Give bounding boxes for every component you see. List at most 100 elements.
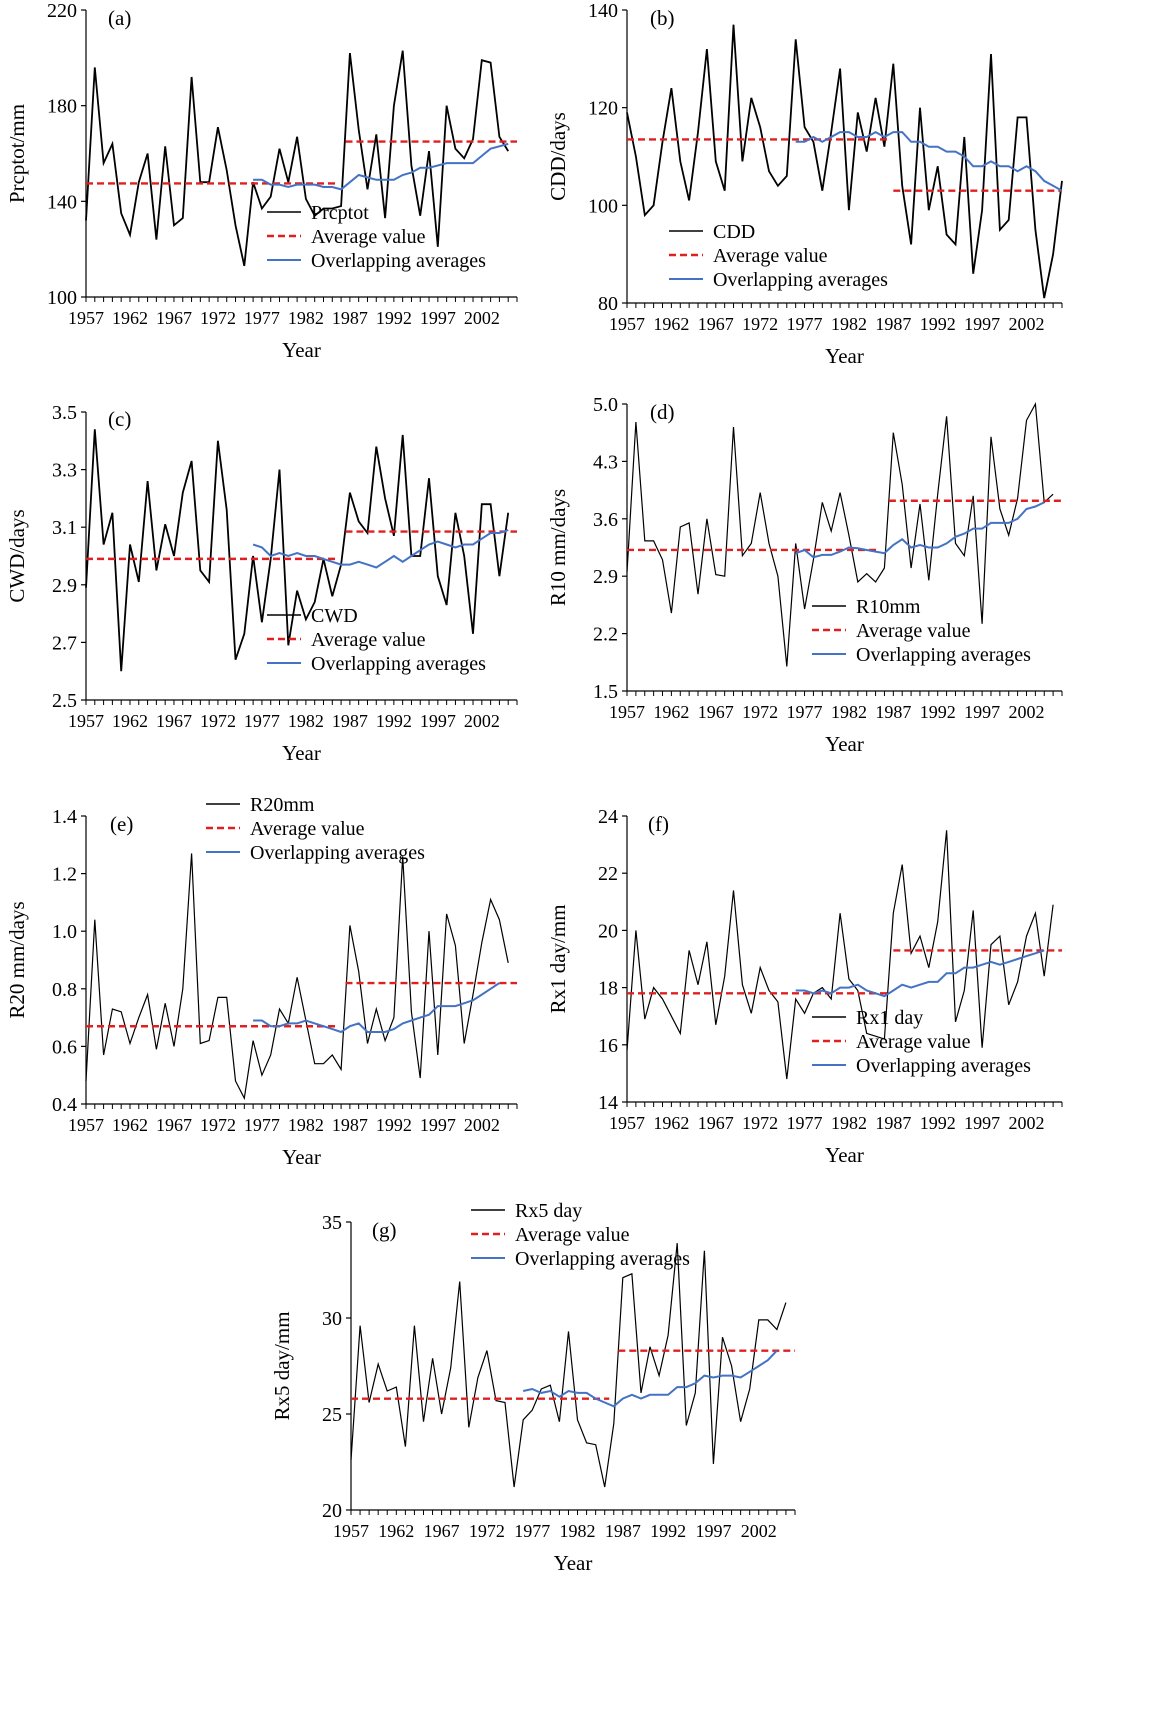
y-tick-label: 4.3 <box>593 451 618 473</box>
legend-entry-series-label: Rx1 day <box>856 1007 923 1029</box>
y-tick-label: 2.9 <box>593 566 618 588</box>
y-tick-label: 16 <box>598 1035 618 1057</box>
x-tick-label: 1982 <box>288 308 324 328</box>
x-axis-title: Year <box>282 1145 321 1169</box>
y-axis-title: Prcptot/mm <box>5 104 29 203</box>
legend-entry-series-label: CWD <box>311 605 358 627</box>
x-tick-label: 1997 <box>964 702 1000 722</box>
overlapping-average-line <box>795 949 1045 998</box>
series-line-main <box>85 853 509 1101</box>
y-tick-label: 120 <box>588 98 618 120</box>
x-tick-label: 1967 <box>698 314 734 334</box>
panel-label: (f) <box>648 812 669 836</box>
x-tick-label: 1982 <box>831 314 867 334</box>
x-tick-label: 1987 <box>875 314 911 334</box>
x-tick-label: 1967 <box>698 702 734 722</box>
y-axis-title: Rx1 day/mm <box>546 904 570 1013</box>
overlapping-average-line <box>253 982 500 1034</box>
legend-entry-overlap-label: Overlapping averages <box>311 653 486 675</box>
x-tick-label: 1987 <box>332 1115 368 1135</box>
x-tick-label: 1967 <box>156 711 192 731</box>
x-tick-label: 1997 <box>964 1113 1000 1133</box>
legend-entry-series-label: R10mm <box>856 596 921 618</box>
legend-entry-series-label: CDD <box>713 221 755 243</box>
panel-label: (a) <box>108 6 131 30</box>
y-axis-title: CWD/days <box>5 509 29 602</box>
y-tick-label: 20 <box>322 1500 342 1522</box>
y-axis-title: R10 mm/days <box>546 489 570 606</box>
x-tick-label: 1957 <box>333 1521 369 1541</box>
x-tick-label: 1992 <box>376 1115 412 1135</box>
panel-e: 0.4 0.6 0.8 1.0 1.2 1.4 1957 1962 1967 1972 1977 19… <box>5 794 518 1169</box>
x-tick-label: 1992 <box>920 314 956 334</box>
legend-entry-average-label: Average value <box>311 226 426 248</box>
y-tick-label: 2.2 <box>593 624 618 646</box>
legend-entry-overlap-label: Overlapping averages <box>856 1055 1031 1077</box>
x-tick-label: 1972 <box>469 1521 505 1541</box>
y-tick-label: 30 <box>322 1308 342 1330</box>
y-tick-label: 24 <box>598 806 618 828</box>
x-tick-label: 2002 <box>464 711 500 731</box>
legend-entry-average-label: Average value <box>713 245 828 267</box>
x-axis-title: Year <box>825 1143 864 1167</box>
x-tick-label: 1957 <box>68 1115 104 1135</box>
x-tick-label: 1997 <box>420 711 456 731</box>
legend-entry-overlap-label: Overlapping averages <box>311 250 486 272</box>
y-tick-label: 2.9 <box>52 575 77 597</box>
x-tick-label: 1997 <box>964 314 1000 334</box>
x-tick-label: 1967 <box>156 1115 192 1135</box>
legend-entry-average-label: Average value <box>856 1031 971 1053</box>
x-tick-label: 1977 <box>787 702 823 722</box>
y-tick-label: 140 <box>588 0 618 22</box>
legend-entry-series-label: Rx5 day <box>515 1200 582 1222</box>
overlapping-average-line <box>252 529 509 569</box>
y-tick-label: 100 <box>47 287 77 309</box>
legend-entry-average-label: Average value <box>856 620 971 642</box>
x-axis-title: Year <box>282 338 321 362</box>
y-tick-label: 220 <box>47 0 77 22</box>
x-tick-label: 1962 <box>653 702 689 722</box>
x-tick-label: 1992 <box>376 308 412 328</box>
x-tick-label: 1967 <box>424 1521 460 1541</box>
y-tick-label: 1.0 <box>52 921 77 943</box>
x-tick-label: 1987 <box>875 702 911 722</box>
x-axis-title: Year <box>825 344 864 368</box>
x-tick-label: 1977 <box>244 308 280 328</box>
x-tick-label: 1992 <box>376 711 412 731</box>
y-tick-label: 3.1 <box>52 517 77 539</box>
y-tick-label: 80 <box>598 293 618 315</box>
overlapping-average-line <box>795 501 1045 559</box>
panel-f: 14 16 18 20 22 24 1957 1962 1967 1972 1977 1982 1987… <box>546 806 1063 1167</box>
x-tick-label: 1982 <box>288 711 324 731</box>
overlapping-average-line <box>795 130 1063 192</box>
panel-label: (d) <box>650 400 675 424</box>
x-tick-label: 1967 <box>698 1113 734 1133</box>
x-tick-label: 1957 <box>68 308 104 328</box>
series-line-main <box>626 24 1063 299</box>
y-axis-title: R20 mm/days <box>5 901 29 1018</box>
legend-entry-average-label: Average value <box>311 629 426 651</box>
x-tick-label: 1977 <box>244 1115 280 1135</box>
series-line-main <box>85 429 510 672</box>
x-tick-label: 1987 <box>605 1521 641 1541</box>
x-tick-label: 1962 <box>112 1115 148 1135</box>
y-tick-label: 1.4 <box>52 806 77 828</box>
x-tick-label: 1967 <box>156 308 192 328</box>
x-tick-label: 1987 <box>875 1113 911 1133</box>
y-tick-label: 1.2 <box>52 864 77 886</box>
legend-entry-overlap-label: Overlapping averages <box>713 269 888 291</box>
legend-entry-overlap-label: Overlapping averages <box>856 644 1031 666</box>
x-tick-label: 1972 <box>200 1115 236 1135</box>
y-tick-label: 1.5 <box>593 681 618 703</box>
legend-entry-average-label: Average value <box>250 818 365 840</box>
x-axis-title: Year <box>282 741 321 765</box>
y-tick-label: 3.3 <box>52 460 77 482</box>
x-tick-label: 1962 <box>112 711 148 731</box>
x-tick-label: 1962 <box>653 314 689 334</box>
x-tick-label: 1997 <box>420 308 456 328</box>
